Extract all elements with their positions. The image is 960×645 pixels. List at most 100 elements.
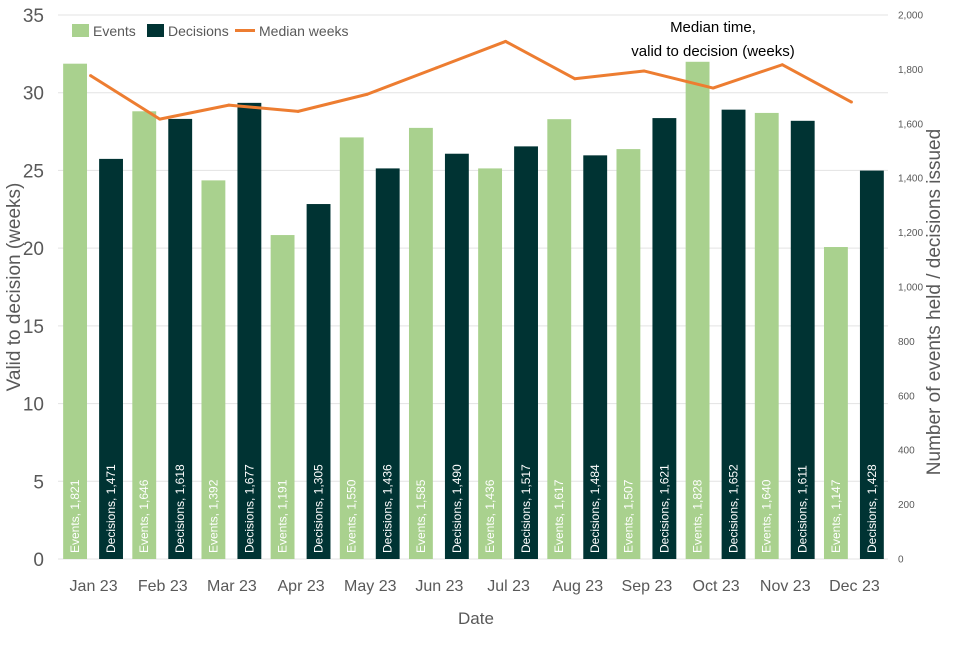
left-tick-label: 35 xyxy=(23,6,44,27)
data-label-decisions: Decisions, 1,517 xyxy=(519,464,533,553)
data-label-events: Events, 1,392 xyxy=(206,479,220,553)
data-label-decisions: Decisions, 1,490 xyxy=(450,464,464,553)
right-tick-label: 1,800 xyxy=(898,65,923,76)
x-tick-label: May 23 xyxy=(344,578,397,595)
data-label-events: Events, 1,436 xyxy=(483,479,497,553)
x-tick-label: Dec 23 xyxy=(829,578,880,595)
data-label-decisions: Decisions, 1,677 xyxy=(242,464,256,553)
right-axis-title: Number of events held / decisions issued xyxy=(924,129,945,475)
line-point-aug-23 xyxy=(573,77,577,81)
right-tick-label: 200 xyxy=(898,500,915,511)
data-label-decisions: Decisions, 1,621 xyxy=(657,464,671,553)
x-tick-label: Oct 23 xyxy=(693,578,740,595)
right-tick-label: 1,400 xyxy=(898,174,923,185)
data-label-decisions: Decisions, 1,436 xyxy=(381,464,395,553)
left-tick-label: 25 xyxy=(23,161,44,182)
line-point-may-23 xyxy=(365,92,369,96)
bar-decisions-jan-23 xyxy=(99,158,123,559)
line-point-mar-23 xyxy=(227,103,231,107)
left-tick-label: 30 xyxy=(23,84,44,105)
bar-decisions-jul-23 xyxy=(514,146,538,559)
line-point-dec-23 xyxy=(849,100,853,104)
left-tick-label: 0 xyxy=(33,550,44,571)
bar-decisions-may-23 xyxy=(375,168,400,559)
data-label-decisions: Decisions, 1,428 xyxy=(865,464,879,553)
bar-decisions-jun-23 xyxy=(444,153,469,559)
left-tick-label: 10 xyxy=(23,395,44,416)
line-point-feb-23 xyxy=(158,117,162,121)
right-tick-label: 1,000 xyxy=(898,283,923,294)
left-tick-label: 15 xyxy=(23,317,44,338)
data-label-events: Events, 1,550 xyxy=(345,479,359,553)
data-label-decisions: Decisions, 1,618 xyxy=(173,464,187,553)
bar-events-dec-23 xyxy=(823,247,848,560)
bar-decisions-dec-23 xyxy=(859,170,884,560)
data-label-decisions: Decisions, 1,484 xyxy=(588,464,602,553)
bar-decisions-oct-23 xyxy=(721,109,746,559)
bar-events-jul-23 xyxy=(478,168,503,559)
legend-swatch-decisions xyxy=(147,24,164,37)
x-tick-label: Feb 23 xyxy=(138,578,188,595)
legend-label-decisions: Decisions xyxy=(168,23,229,39)
bar-events-aug-23 xyxy=(547,119,572,560)
x-tick-label: Jun 23 xyxy=(415,578,463,595)
data-label-events: Events, 1,585 xyxy=(414,479,428,553)
data-label-events: Events, 1,617 xyxy=(552,479,566,553)
bar-events-feb-23 xyxy=(132,111,157,560)
line-point-sep-23 xyxy=(642,69,646,73)
bar-decisions-sep-23 xyxy=(652,118,677,559)
right-tick-label: 1,200 xyxy=(898,228,923,239)
right-tick-label: 0 xyxy=(898,555,904,566)
legend-swatch-events xyxy=(72,24,89,37)
data-label-decisions: Decisions, 1,305 xyxy=(312,464,326,553)
bar-events-nov-23 xyxy=(754,112,779,560)
line-point-apr-23 xyxy=(296,109,300,113)
data-label-decisions: Decisions, 1,471 xyxy=(104,464,118,553)
right-tick-label: 400 xyxy=(898,446,915,457)
right-tick-label: 1,600 xyxy=(898,119,923,130)
x-tick-label: Nov 23 xyxy=(760,578,811,595)
data-label-events: Events, 1,147 xyxy=(829,479,843,553)
bar-events-oct-23 xyxy=(685,61,710,560)
line-point-nov-23 xyxy=(780,63,784,67)
line-point-oct-23 xyxy=(711,86,715,90)
x-tick-label: Aug 23 xyxy=(552,578,603,595)
right-tick-label: 2,000 xyxy=(898,11,923,22)
data-label-events: Events, 1,646 xyxy=(137,479,151,553)
chart-title-line-2: valid to decision (weeks) xyxy=(631,43,794,60)
bar-decisions-apr-23 xyxy=(306,204,331,560)
data-label-decisions: Decisions, 1,611 xyxy=(796,465,810,553)
bar-events-jan-23 xyxy=(63,63,88,560)
bar-decisions-feb-23 xyxy=(168,118,193,560)
data-label-decisions: Decisions, 1,652 xyxy=(727,464,741,553)
bar-decisions-aug-23 xyxy=(583,155,608,560)
right-tick-label: 800 xyxy=(898,337,915,348)
data-label-events: Events, 1,640 xyxy=(760,479,774,553)
line-point-jul-23 xyxy=(504,39,508,43)
x-tick-label: Sep 23 xyxy=(622,578,673,595)
data-label-events: Events, 1,191 xyxy=(276,479,290,553)
legend-label-events: Events xyxy=(93,23,136,39)
x-tick-label: Mar 23 xyxy=(207,578,257,595)
bar-events-may-23 xyxy=(339,137,364,559)
bar-events-sep-23 xyxy=(616,149,641,559)
left-tick-label: 5 xyxy=(33,472,44,493)
left-axis-title: Valid to decision (weeks) xyxy=(4,183,25,392)
data-label-events: Events, 1,828 xyxy=(691,479,705,553)
line-point-jan-23 xyxy=(89,74,93,78)
bar-events-mar-23 xyxy=(201,180,226,559)
right-tick-label: 600 xyxy=(898,391,915,402)
bar-decisions-mar-23 xyxy=(237,102,262,559)
data-label-events: Events, 1,507 xyxy=(621,479,635,553)
x-tick-label: Apr 23 xyxy=(278,578,325,595)
series-line-median-weeks xyxy=(89,39,853,121)
data-label-events: Events, 1,821 xyxy=(68,479,82,553)
x-tick-label: Jan 23 xyxy=(70,578,118,595)
bar-events-apr-23 xyxy=(270,235,295,559)
left-tick-label: 20 xyxy=(23,239,44,260)
bar-decisions-nov-23 xyxy=(790,120,815,560)
x-axis-title: Date xyxy=(458,609,494,628)
legend-label-median-weeks: Median weeks xyxy=(259,23,349,39)
x-tick-label: Jul 23 xyxy=(487,578,530,595)
